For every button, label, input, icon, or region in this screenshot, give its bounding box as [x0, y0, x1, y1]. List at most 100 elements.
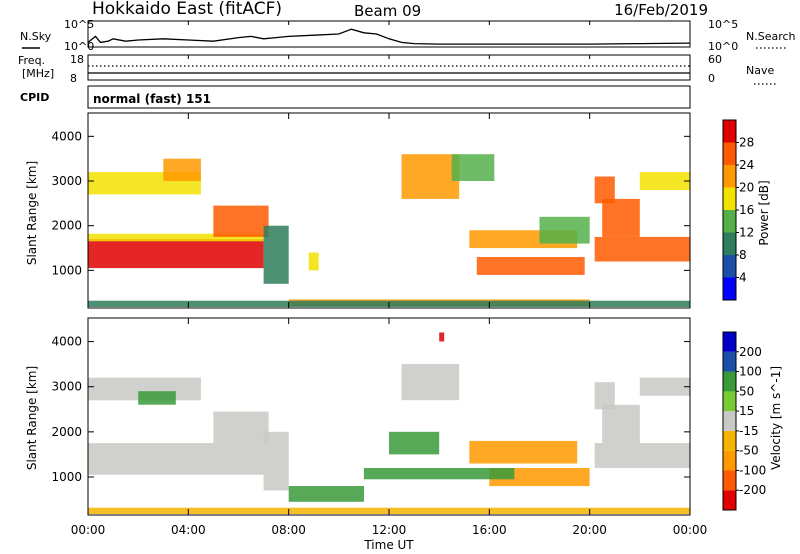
freq-right-tick-bottom: 0: [708, 72, 715, 85]
heat-cell: [594, 443, 690, 468]
velocity-colorbar-segment: [723, 351, 736, 372]
heat-cell: [213, 205, 269, 237]
nave-label: Nave: [746, 64, 774, 77]
power-frame: [87, 112, 691, 309]
power-colorbar-segment: [723, 120, 736, 143]
power-colorbar-label: Power [dB]: [757, 180, 771, 245]
date-label: 16/Feb/2019: [614, 1, 708, 19]
power-y-tick-label: 2000: [51, 219, 82, 233]
power-panel: 1000 2000 3000 4000 Slant Range [km] 4 8 12 16…: [25, 112, 771, 309]
velocity-colorbar-segment: [723, 371, 736, 392]
velocity-colorbar-tick-label: -200: [739, 483, 766, 497]
heat-cell: [639, 172, 690, 190]
heat-cell: [213, 411, 269, 444]
velocity-frame: [87, 317, 691, 516]
velocity-colorbar-segment: [723, 450, 736, 471]
noise-left-tick-top: 10^5: [64, 18, 94, 31]
velocity-colorbar-label-text: Velocity [m s^-1]: [769, 366, 783, 470]
velocity-colorbar-tick-label: 15: [739, 404, 754, 418]
x-tick-label: 08:00: [271, 523, 306, 537]
power-colorbar-tick-label: 12: [739, 226, 754, 240]
heat-cell: [263, 431, 289, 491]
freq-left-label-1: Freq.: [18, 54, 45, 67]
velocity-y-label: Slant Range [km]: [25, 366, 39, 470]
heat-cell: [263, 225, 289, 284]
cpid-panel: CPID normal (fast) 151: [20, 85, 691, 109]
heat-cell: [451, 154, 495, 181]
power-colorbar-tick-label: 16: [739, 203, 754, 217]
x-tick-label: 12:00: [372, 523, 407, 537]
heat-cell: [594, 236, 690, 262]
freq-left-tick-top: 18: [70, 53, 84, 66]
velocity-colorbar-tick-label: 100: [739, 365, 762, 379]
power-colorbar-segment: [723, 165, 736, 188]
x-tick-label: 00:00: [673, 523, 708, 537]
velocity-data-cells: [88, 332, 690, 514]
noise-sky-line: [87, 28, 691, 45]
power-y-tick-label: 1000: [51, 263, 82, 277]
heat-cell: [469, 440, 578, 464]
power-y-tick-label: 3000: [51, 174, 82, 188]
velocity-y-tick-label: 4000: [51, 335, 82, 349]
power-y-ticks: 1000 2000 3000 4000: [51, 129, 690, 277]
heat-cell: [602, 404, 640, 444]
cpid-label: CPID: [20, 91, 49, 104]
power-colorbar-tick-label: 8: [739, 248, 747, 262]
heat-cell: [88, 233, 264, 242]
heat-cell: [288, 486, 364, 502]
freq-left-tick-bottom: 8: [70, 72, 77, 85]
heat-cell: [539, 216, 590, 244]
power-y-tick-label: 4000: [51, 129, 82, 143]
x-tick-label: 00:00: [71, 523, 106, 537]
heat-cell: [594, 382, 615, 410]
velocity-colorbar-tick-label: 200: [739, 345, 762, 359]
velocity-colorbar-frame: [722, 331, 737, 511]
velocity-colorbar-segment: [723, 332, 736, 352]
power-colorbar-tick-label: 20: [739, 181, 754, 195]
heat-cell: [602, 198, 640, 237]
x-axis-ticks: 00:00 04:00 08:00 12:00 16:00 20:00 00:00: [71, 21, 708, 537]
velocity-y-tick-label: 2000: [51, 425, 82, 439]
velocity-panel: 1000 2000 3000 4000 Slant Range [km] 200 100…: [25, 317, 783, 516]
x-tick-label: 04:00: [171, 523, 206, 537]
heat-cell: [308, 252, 319, 271]
velocity-y-ticks: 1000 2000 3000 4000: [51, 335, 690, 484]
velocity-colorbar-segment: [723, 391, 736, 412]
noise-left-label: N.Sky: [20, 30, 52, 43]
noise-right-tick-bottom: 10^0: [708, 40, 738, 53]
heat-cell: [439, 332, 445, 342]
x-tick-label: 16:00: [472, 523, 507, 537]
velocity-colorbar-label: Velocity [m s^-1]: [769, 366, 783, 470]
heat-cell: [401, 364, 460, 401]
velocity-colorbar-tick-label: 50: [739, 384, 754, 398]
power-colorbar-segment: [723, 187, 736, 210]
velocity-colorbar-segment: [723, 470, 736, 491]
heat-cell: [594, 176, 615, 204]
velocity-colorbar-segment: [723, 411, 736, 431]
beam-label: Beam 09: [354, 2, 421, 20]
heat-cell: [163, 158, 201, 181]
power-colorbar-tick-label: 28: [739, 136, 754, 150]
noise-panel: N.Sky 10^5 10^0 10^5 10^0 N.Search: [20, 18, 796, 53]
heat-cell: [363, 468, 515, 480]
power-colorbar-segment: [723, 277, 736, 300]
noise-right-label: N.Search: [746, 30, 796, 43]
freq-panel: Freq. [MHz] 18 8 60 0 Nave: [18, 53, 776, 85]
velocity-colorbar-tick-label: -100: [739, 463, 766, 477]
heat-cell: [639, 377, 690, 396]
power-y-label: Slant Range [km]: [25, 161, 39, 265]
heat-cell: [88, 443, 264, 475]
power-colorbar-tick-label: 24: [739, 158, 754, 172]
velocity-y-tick-label: 1000: [51, 470, 82, 484]
heat-cell: [88, 239, 264, 269]
freq-right-tick-top: 60: [708, 53, 722, 66]
noise-left-tick-bottom: 10^0: [64, 40, 94, 53]
heat-cell: [401, 154, 460, 199]
cpid-frame: [87, 85, 691, 109]
power-colorbar-segment: [723, 210, 736, 233]
cpid-value: normal (fast) 151: [93, 92, 211, 106]
power-colorbar-label-text: Power [dB]: [757, 180, 771, 245]
station-title: Hokkaido East (fitACF): [92, 0, 282, 19]
heat-cell: [389, 431, 440, 455]
